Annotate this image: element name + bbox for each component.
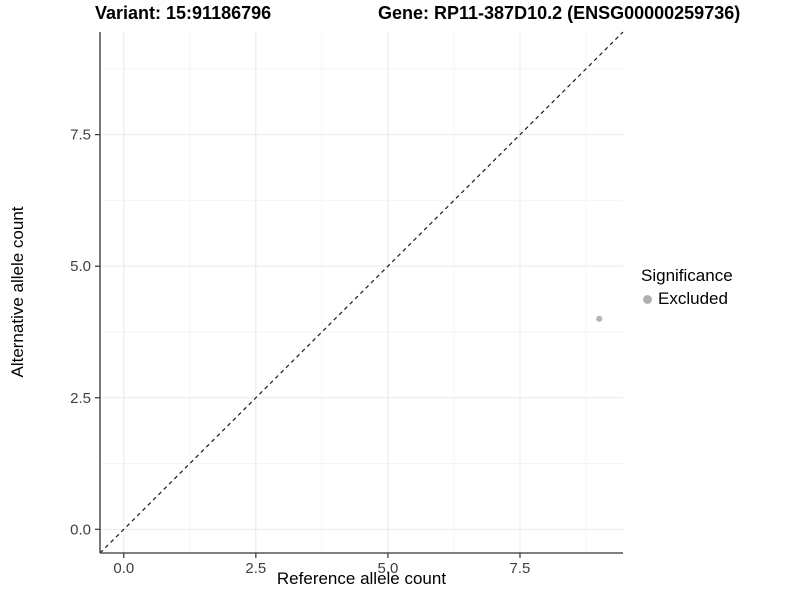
y-tick-label: 0.0 — [70, 521, 91, 538]
identity-dashed-line — [99, 31, 624, 554]
x-axis-title: Reference allele count — [276, 569, 447, 588]
y-tick-label: 5.0 — [70, 258, 91, 275]
x-tick-label: 2.5 — [245, 560, 266, 577]
legend-entry-excluded: Excluded — [643, 289, 733, 309]
y-tick-label: 7.5 — [70, 127, 91, 144]
y-tick-label: 2.5 — [70, 390, 91, 407]
x-tick-label: 0.0 — [113, 560, 134, 577]
x-tick-label: 7.5 — [510, 560, 531, 577]
variant-title: Variant: 15:91186796 — [95, 3, 272, 23]
legend-title: Significance — [641, 266, 733, 285]
data-point-excluded — [596, 315, 603, 322]
gene-title: Gene: RP11-387D10.2 (ENSG00000259736) — [378, 3, 741, 23]
excluded-point-icon — [643, 294, 652, 304]
x-tick-label: 5.0 — [377, 560, 398, 577]
y-axis-title: Alternative allele count — [8, 206, 27, 378]
legend-entry-label: Excluded — [658, 289, 728, 308]
legend: Significance Excluded — [641, 266, 733, 309]
